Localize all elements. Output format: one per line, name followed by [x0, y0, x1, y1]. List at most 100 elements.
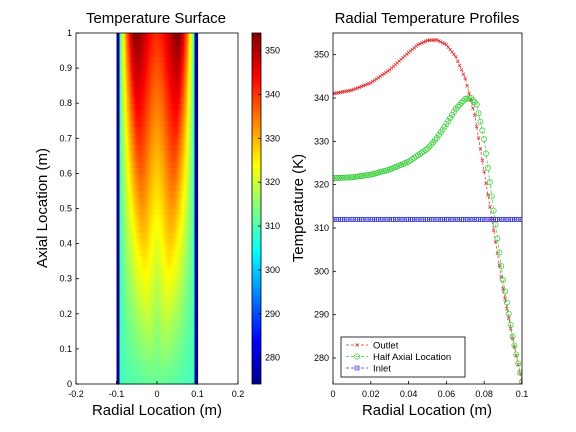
heatmap-cell — [120, 267, 123, 274]
heatmap-cell — [125, 278, 128, 286]
heatmap-cell — [162, 237, 165, 245]
heatmap-cell — [146, 296, 149, 303]
heatmap-cell — [166, 150, 169, 157]
heatmap-cell — [119, 44, 122, 52]
heatmap-cell — [167, 97, 170, 104]
heatmap-cell — [178, 68, 181, 75]
heatmap-cell — [140, 50, 143, 57]
heatmap-cell — [162, 85, 165, 93]
data-point — [430, 139, 437, 146]
heatmap-cell — [174, 79, 177, 87]
heatmap-cell — [151, 255, 154, 262]
heatmap-cell — [119, 85, 122, 93]
heatmap-cell — [190, 120, 193, 128]
data-point — [416, 42, 420, 47]
heatmap-cell — [127, 85, 130, 93]
heatmap-cell — [128, 109, 131, 116]
heatmap-cell — [151, 91, 154, 98]
heatmap-cell — [163, 138, 166, 145]
data-point — [515, 360, 522, 367]
heatmap-cell — [131, 354, 134, 362]
heatmap-cell — [163, 255, 166, 262]
heatmap-cell — [132, 261, 135, 268]
heatmap-cell — [178, 109, 181, 116]
heatmap-cell — [190, 138, 193, 145]
heatmap-cell — [154, 237, 157, 245]
heatmap-cell — [184, 79, 186, 87]
heatmap-cell — [120, 138, 123, 145]
heatmap-cell — [154, 278, 157, 286]
heatmap-cell — [125, 378, 128, 385]
heatmap-cell — [121, 202, 124, 210]
heatmap-cell — [131, 284, 134, 291]
heatmap-cell — [165, 261, 168, 268]
heatmap-cell — [158, 348, 161, 356]
heatmap-cell — [138, 161, 141, 169]
heatmap-cell — [167, 255, 170, 262]
heatmap-cell — [134, 343, 136, 350]
heatmap-cell — [138, 85, 141, 93]
heatmap-cell — [144, 343, 147, 350]
heatmap-cell — [120, 226, 123, 233]
heatmap-cell — [166, 79, 169, 87]
heatmap-cell — [146, 97, 149, 104]
heatmap-cell — [120, 337, 123, 344]
heatmap-cell — [192, 103, 195, 110]
heatmap-cell — [181, 231, 184, 239]
heatmap-cell — [124, 62, 127, 69]
heatmap-cell — [190, 343, 193, 350]
heatmap-cell — [162, 366, 165, 373]
heatmap-cell — [178, 120, 181, 128]
heatmap-cell — [170, 167, 173, 174]
heatmap-cell — [171, 366, 174, 373]
data-point — [497, 263, 502, 268]
heatmap-cell — [182, 132, 185, 139]
heatmap-cell — [173, 284, 176, 291]
heatmap-cell — [123, 267, 126, 274]
heatmap-cell — [167, 267, 170, 274]
heatmap-cell — [138, 167, 141, 174]
heatmap-cell — [174, 319, 177, 327]
heatmap-cell — [171, 79, 174, 87]
heatmap-cell — [119, 202, 122, 210]
heatmap-cell — [130, 97, 132, 104]
heatmap-cell — [119, 132, 122, 139]
heatmap-cell — [155, 243, 158, 251]
heatmap-cell — [151, 79, 154, 87]
heatmap-cell — [147, 226, 150, 233]
heatmap-cell — [154, 337, 157, 344]
heatmap-cell — [161, 366, 163, 373]
heatmap-cell — [128, 132, 131, 139]
heatmap-cell — [136, 185, 139, 192]
heatmap-cell — [132, 337, 135, 344]
heatmap-cell — [159, 150, 162, 157]
heatmap-cell — [162, 138, 165, 145]
heatmap-cell — [127, 319, 130, 327]
heatmap-cell — [162, 267, 165, 274]
heatmap-cell — [178, 144, 181, 151]
heatmap-cell — [182, 56, 185, 63]
heatmap-cell — [139, 126, 142, 134]
heatmap-cell — [125, 267, 128, 274]
heatmap-cell — [130, 360, 132, 368]
heatmap-cell — [120, 302, 123, 309]
heatmap-cell — [143, 267, 146, 274]
series-outlet — [333, 38, 522, 384]
heatmap-cell — [127, 91, 130, 98]
heatmap-cell — [120, 255, 123, 262]
heatmap-cell — [151, 173, 154, 180]
heatmap-cell — [146, 313, 149, 321]
heatmap-cell — [190, 307, 193, 315]
heatmap-cell — [134, 109, 136, 116]
heatmap-cell — [142, 190, 145, 198]
heatmap-cell — [121, 144, 124, 151]
heatmap-cell — [190, 97, 193, 104]
heatmap-cell — [173, 56, 176, 63]
heatmap-cell — [128, 138, 131, 145]
heatmap-cell — [175, 120, 178, 128]
heatmap-cell — [188, 155, 190, 163]
data-point — [421, 40, 426, 44]
heatmap-cell — [161, 138, 163, 145]
heatmap-cell — [178, 56, 181, 63]
heatmap-cell — [134, 68, 136, 75]
